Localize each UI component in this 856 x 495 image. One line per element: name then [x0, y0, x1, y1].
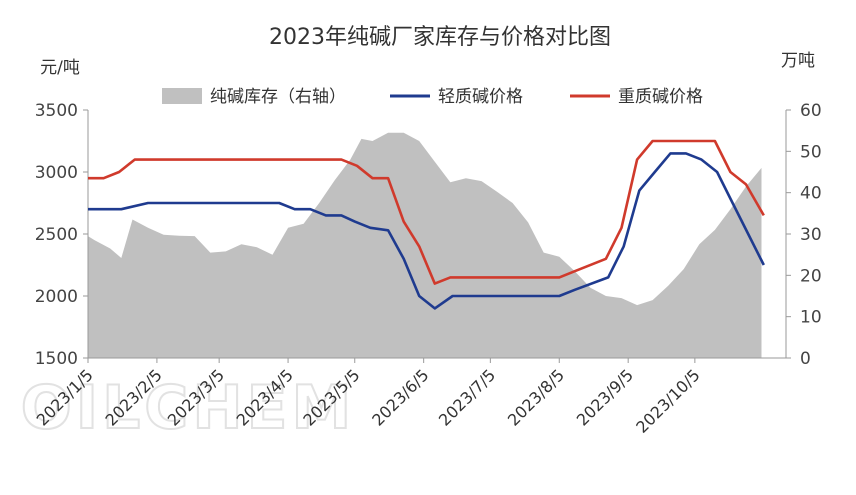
inventory-area [88, 132, 762, 358]
watermark: OILCHEM [20, 372, 356, 444]
right-tick-label: 30 [800, 225, 822, 245]
left-tick-label: 1500 [35, 349, 78, 369]
right-tick-label: 20 [800, 266, 822, 286]
watermark-text: OILCHEM [21, 373, 356, 443]
left-tick-label: 2000 [35, 287, 78, 307]
left-tick-label: 2500 [35, 225, 78, 245]
legend-light-soda-label: 轻质碱价格 [438, 87, 523, 107]
light-soda-price-line [88, 152, 765, 310]
legend-dense-soda-label: 重质碱价格 [618, 87, 703, 107]
left-axis-unit: 元/吨 [40, 58, 80, 78]
legend-inventory-label: 纯碱库存（右轴） [210, 87, 346, 107]
left-tick-label: 3000 [35, 163, 78, 183]
legend-inventory-swatch [162, 88, 202, 104]
right-tick-label: 60 [800, 101, 822, 121]
right-tick-label: 0 [800, 349, 811, 369]
dense-soda-price-line [88, 139, 765, 285]
legend: 纯碱库存（右轴） 轻质碱价格 重质碱价格 [162, 87, 703, 107]
left-tick-label: 3500 [35, 101, 78, 121]
chart-title: 2023年纯碱厂家库存与价格对比图 [269, 25, 611, 50]
right-tick-label: 10 [800, 308, 822, 328]
right-axis-unit: 万吨 [781, 51, 815, 71]
inventory-area-layer [88, 132, 762, 358]
price-lines-layer [88, 139, 765, 310]
right-tick-label: 40 [800, 184, 822, 204]
right-tick-label: 50 [800, 142, 822, 162]
